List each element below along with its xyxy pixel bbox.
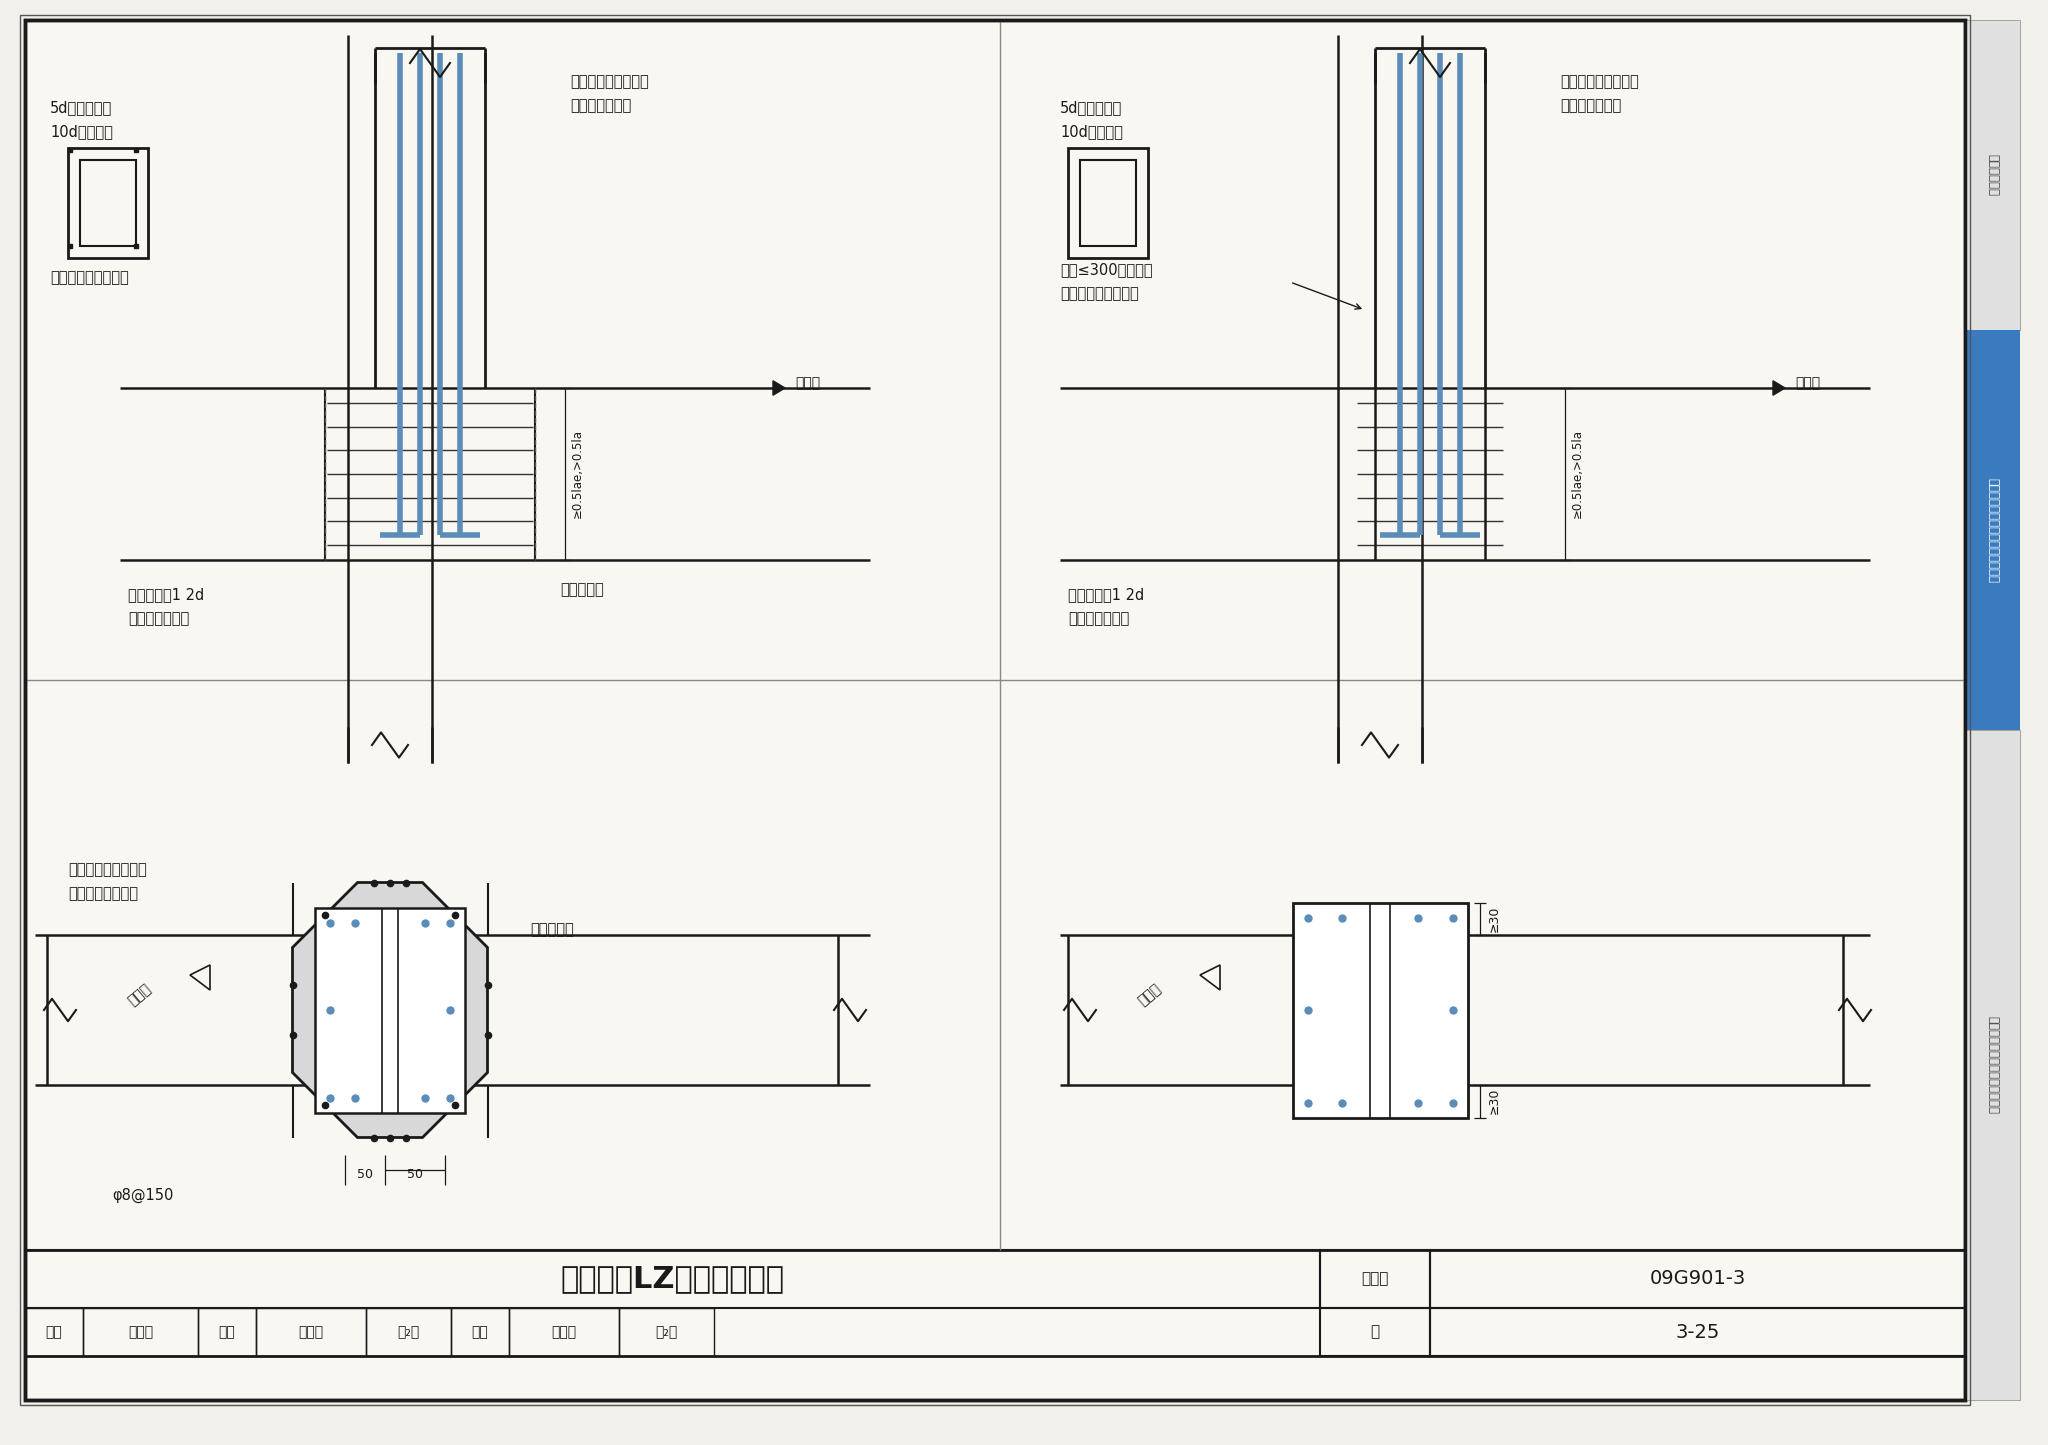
Bar [315, 907, 465, 1113]
Text: ≥30: ≥30 [1487, 906, 1501, 932]
Text: 王怀元: 王怀元 [551, 1325, 578, 1340]
Bar [1430, 1308, 1964, 1355]
Bar [25, 1308, 84, 1355]
Bar [256, 1308, 367, 1355]
Text: 纵筋连接与箍筋构造: 纵筋连接与箍筋构造 [1561, 75, 1638, 90]
Text: 10d（抗震）: 10d（抗震） [1061, 124, 1122, 140]
Text: 筏形基础、筱形基础和地下室结构: 筏形基础、筱形基础和地下室结构 [1987, 477, 1999, 582]
Text: 一般构造要求: 一般构造要求 [1987, 155, 1999, 197]
Bar [25, 1250, 1321, 1308]
Text: φ8@150: φ8@150 [113, 1188, 174, 1202]
Text: 10d（抗震）: 10d（抗震） [49, 124, 113, 140]
Text: 校对: 校对 [219, 1325, 236, 1340]
Text: 孙₂元: 孙₂元 [655, 1325, 678, 1340]
Text: 梁顶面: 梁顶面 [795, 376, 819, 390]
Bar [25, 1250, 1964, 1355]
Text: 50: 50 [356, 1169, 373, 1182]
Text: 审核: 审核 [45, 1325, 61, 1340]
Text: 纵筋连接与箍筋构造: 纵筋连接与箍筋构造 [569, 75, 649, 90]
Text: 同地下室框架柱: 同地下室框架柱 [569, 98, 631, 114]
Text: ≥0.5lae,>0.5la: ≥0.5lae,>0.5la [571, 429, 584, 519]
Text: 3-25: 3-25 [1675, 1322, 1720, 1341]
Text: 梁侧腹包柱: 梁侧腹包柱 [559, 582, 604, 597]
Bar [510, 1308, 618, 1355]
Bar [367, 1308, 451, 1355]
Bar [451, 1308, 510, 1355]
Bar [1079, 160, 1137, 246]
Bar [1067, 147, 1149, 259]
Text: 梁顶面: 梁顶面 [1137, 981, 1163, 1009]
Bar [1964, 329, 2019, 730]
Text: 径和间距同柱箍筋: 径和间距同柱箍筋 [68, 886, 137, 902]
Text: 梁侧腹包柱: 梁侧腹包柱 [530, 922, 573, 938]
Polygon shape [772, 381, 784, 394]
Bar [1964, 20, 2019, 329]
Bar [1321, 1250, 1430, 1308]
Bar [1430, 1250, 1964, 1308]
Text: 支在梁底纵筋上: 支在梁底纵筋上 [1067, 611, 1128, 627]
Text: 5d（非抗震）: 5d（非抗震） [1061, 101, 1122, 116]
Text: 独立基础、条形基础、桩基承台: 独立基础、条形基础、桩基承台 [1987, 1016, 1999, 1114]
Text: 梁上起柱LZ钉筋锁固构造: 梁上起柱LZ钉筋锁固构造 [561, 1264, 784, 1293]
Bar [1964, 730, 2019, 1400]
Text: 柱纵筋弯劐1 2d: 柱纵筋弯劐1 2d [127, 588, 205, 603]
Bar [80, 160, 135, 246]
Bar [199, 1308, 256, 1355]
Text: 梁顶面: 梁顶面 [1794, 376, 1821, 390]
Text: 张工文: 张工文 [299, 1325, 324, 1340]
Text: 黄志刚: 黄志刚 [127, 1325, 154, 1340]
Text: 间距≤300，且不少: 间距≤300，且不少 [1061, 263, 1153, 277]
Text: 侧腹水平构造筋，直: 侧腹水平构造筋，直 [68, 863, 147, 877]
Text: 09G901-3: 09G901-3 [1649, 1270, 1745, 1289]
Text: 算筋配置同上柱根部: 算筋配置同上柱根部 [49, 270, 129, 286]
Text: ≥30: ≥30 [1487, 1088, 1501, 1114]
Text: 设计: 设计 [471, 1325, 487, 1340]
Bar [84, 1308, 199, 1355]
Bar [1321, 1308, 1430, 1355]
Polygon shape [293, 883, 487, 1137]
Bar [68, 147, 147, 259]
Polygon shape [1774, 381, 1786, 394]
Text: 50: 50 [408, 1169, 424, 1182]
Text: 梁顶面: 梁顶面 [125, 981, 154, 1009]
Text: 张₂文: 张₂文 [397, 1325, 420, 1340]
Text: 于两道矩形封闭箍筋: 于两道矩形封闭箍筋 [1061, 286, 1139, 302]
Bar [1292, 903, 1468, 1117]
Text: 同地下室框架柱: 同地下室框架柱 [1561, 98, 1622, 114]
Bar [618, 1308, 715, 1355]
Text: 支在梁底纵筋上: 支在梁底纵筋上 [127, 611, 188, 627]
Text: 5d（非抗震）: 5d（非抗震） [49, 101, 113, 116]
Text: 图集号: 图集号 [1362, 1272, 1389, 1286]
Text: ≥0.5lae,>0.5la: ≥0.5lae,>0.5la [1571, 429, 1583, 519]
Text: 柱纵筋弯劐1 2d: 柱纵筋弯劐1 2d [1067, 588, 1145, 603]
Text: 页: 页 [1370, 1325, 1380, 1340]
